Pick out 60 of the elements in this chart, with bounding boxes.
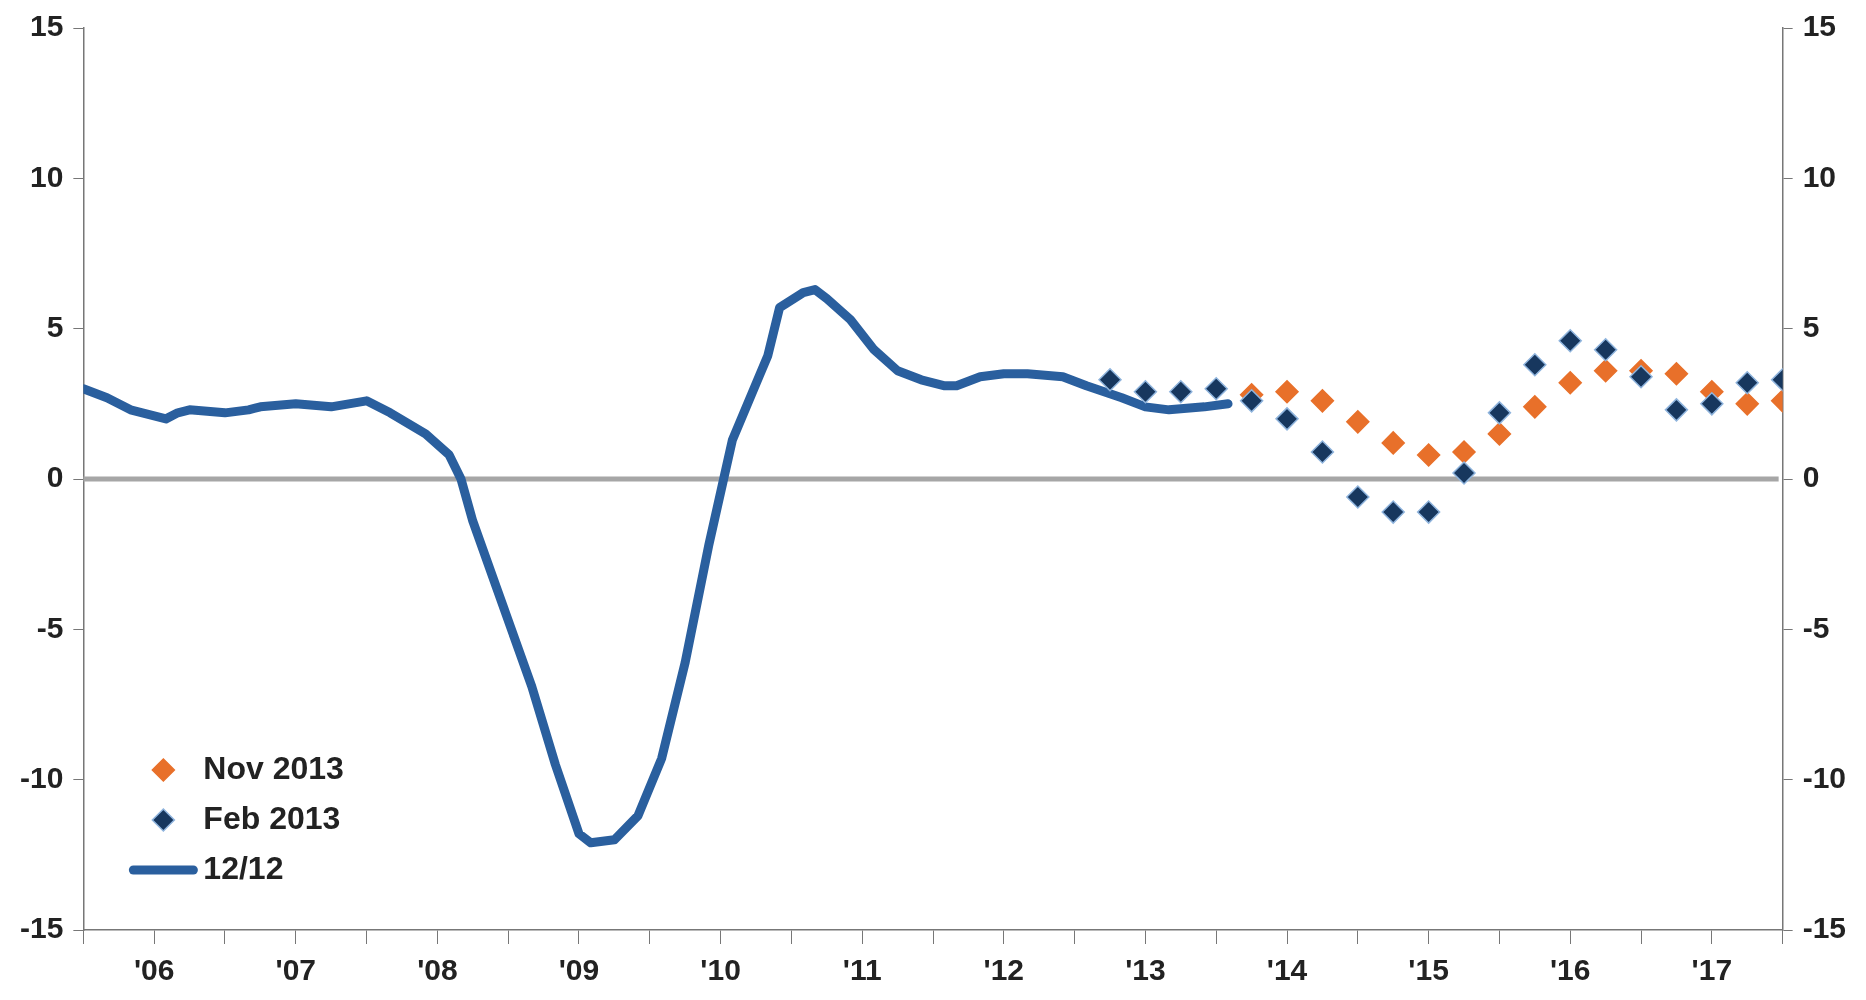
point	[1346, 485, 1370, 509]
point	[1381, 431, 1405, 455]
point	[1169, 380, 1193, 404]
x-tick-label: '17	[1691, 953, 1733, 987]
x-tick-label: '12	[983, 953, 1025, 987]
point	[1133, 380, 1158, 404]
x-tick-label: '11	[842, 953, 882, 987]
point	[1452, 461, 1476, 485]
legend-label: Feb 2013	[203, 799, 341, 836]
x-tick-label: '14	[1266, 953, 1308, 987]
y2-tick-label: -15	[1802, 911, 1846, 945]
y-tick-label: -5	[36, 610, 64, 644]
y-tick-label: 10	[29, 159, 64, 193]
y-tick-label: -10	[20, 760, 64, 794]
point	[1558, 371, 1582, 395]
point	[1310, 389, 1335, 413]
point	[1664, 398, 1689, 422]
y-tick-label: 5	[46, 309, 64, 343]
point	[1310, 440, 1335, 464]
x-tick-label: '16	[1549, 953, 1591, 987]
x-tick-label: '09	[558, 953, 600, 987]
x-tick-label: '07	[275, 953, 317, 987]
x-tick-label: '06	[133, 953, 175, 987]
legend-label: Nov 2013	[203, 749, 344, 786]
point	[1275, 380, 1299, 404]
point	[1664, 362, 1689, 386]
point	[1416, 500, 1441, 524]
y2-tick-label: 0	[1802, 460, 1820, 494]
point	[1523, 353, 1547, 377]
y2-tick-label: -5	[1802, 610, 1830, 644]
y2-tick-label: 10	[1802, 159, 1837, 193]
point	[1593, 359, 1618, 383]
x-tick-label: '08	[417, 953, 458, 987]
point	[1275, 407, 1299, 431]
point	[1593, 337, 1618, 362]
x-tick-label: '15	[1408, 953, 1449, 987]
point	[1558, 328, 1582, 353]
y2-tick-label: 5	[1802, 309, 1820, 343]
y-tick-label: 15	[29, 9, 64, 43]
y2-tick-label: 15	[1802, 9, 1837, 43]
y2-tick-label: -10	[1802, 760, 1846, 794]
point	[1204, 377, 1228, 401]
point	[1346, 410, 1370, 434]
point	[1629, 365, 1653, 389]
point	[1452, 440, 1476, 464]
point	[1487, 422, 1512, 446]
y-tick-label: 0	[46, 460, 64, 494]
legend-label: 12/12	[203, 849, 284, 886]
y-tick-label: -15	[20, 911, 64, 945]
point	[1239, 389, 1264, 413]
point	[1416, 443, 1441, 467]
x-tick-label: '10	[700, 953, 741, 987]
point	[1487, 401, 1512, 425]
point	[1735, 371, 1759, 395]
point	[1735, 392, 1759, 416]
point	[1098, 368, 1122, 392]
x-tick-label: '13	[1125, 953, 1166, 987]
point	[1523, 395, 1547, 419]
point	[1381, 500, 1405, 524]
point	[1700, 392, 1724, 416]
